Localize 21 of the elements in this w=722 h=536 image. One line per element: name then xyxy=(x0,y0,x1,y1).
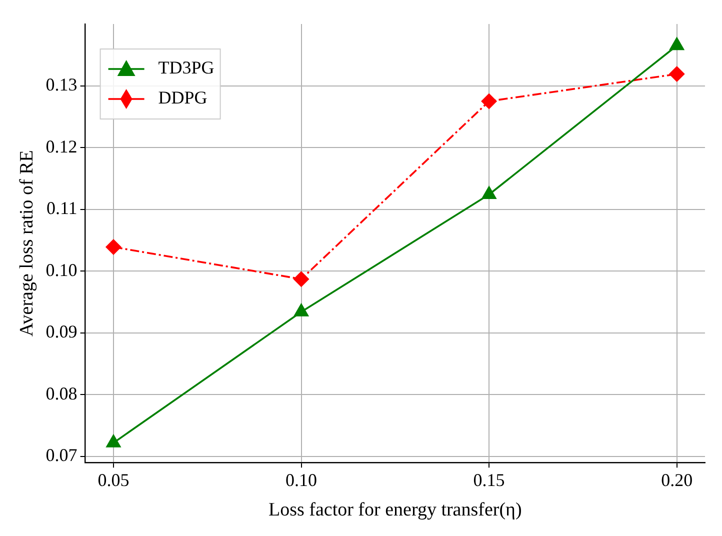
legend-label: DDPG xyxy=(158,88,208,108)
y-axis-title: Average loss ratio of RE xyxy=(16,150,38,337)
y-tick-label: 0.13 xyxy=(46,74,78,95)
y-tick-label: 0.12 xyxy=(46,136,78,156)
y-tick-label: 0.08 xyxy=(46,383,78,404)
point xyxy=(668,66,685,82)
y-tick-label: 0.11 xyxy=(46,198,78,218)
point xyxy=(106,434,122,448)
legend-label: TD3PG xyxy=(158,58,214,78)
x-tick-label: 0.10 xyxy=(286,470,318,490)
x-tick-label: 0.15 xyxy=(473,470,505,490)
point xyxy=(293,302,310,316)
x-tick-label: 0.20 xyxy=(661,470,693,490)
x-axis-title: Loss factor for energy transfer(η) xyxy=(268,500,522,521)
y-tick-label: 0.09 xyxy=(46,322,78,342)
point xyxy=(293,271,310,288)
point xyxy=(105,239,122,256)
x-tick-label: 0.05 xyxy=(98,470,130,490)
y-tick-label: 0.07 xyxy=(46,445,78,466)
point xyxy=(481,93,498,110)
y-tick-label: 0.10 xyxy=(46,260,78,280)
